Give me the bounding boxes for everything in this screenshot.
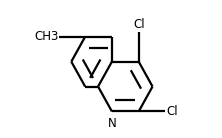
Text: Cl: Cl (133, 18, 145, 31)
Text: Cl: Cl (166, 105, 178, 118)
Text: N: N (107, 117, 116, 130)
Text: CH3: CH3 (34, 30, 58, 43)
